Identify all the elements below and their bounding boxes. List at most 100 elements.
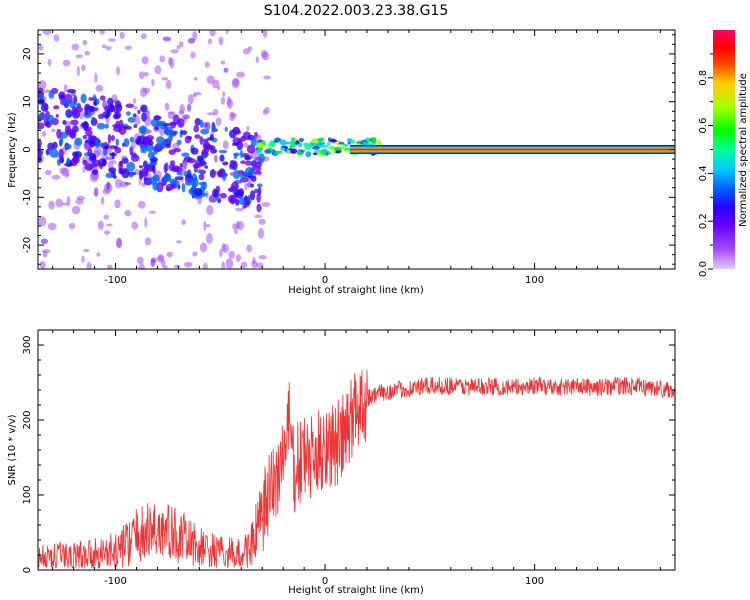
spectrogram-cell (235, 198, 240, 206)
spectrogram-cell (181, 182, 186, 193)
spectrogram-cell (245, 166, 255, 177)
spectrogram-cell (240, 135, 246, 142)
spectrogram-cell (47, 222, 57, 231)
spectrogram-cell (140, 143, 145, 154)
spectrogram-cell (66, 88, 77, 94)
spectrogram-cell (97, 220, 104, 230)
spectrogram-cell (82, 40, 88, 46)
spectrogram-cell (163, 172, 171, 182)
spectrogram-cell (107, 133, 112, 144)
spectrogram-cell (201, 181, 207, 191)
spectrogram-cell (138, 135, 147, 145)
spectrogram-cell (79, 111, 84, 120)
spectrogram-cell (110, 135, 115, 142)
snr-ytick-label: 0 (22, 567, 33, 573)
spectrogram-cell (199, 136, 204, 145)
spectrogram-cell (109, 103, 115, 112)
spectrogram-cell (251, 160, 257, 169)
spectrogram-cell (147, 151, 155, 159)
spectrogram-cell (49, 148, 59, 158)
spectrogram-cell (209, 134, 214, 141)
spectrogram-cell (258, 255, 267, 260)
spectrogram-xtick-label: 0 (322, 275, 328, 286)
colorbar-label: Normalized spectral amplitude (738, 73, 749, 227)
colorbar: 0.0 0.2 0.4 0.6 0.8 Normalized spectral ampl… (698, 30, 749, 277)
spectrogram-cell (61, 202, 69, 206)
snr-panel: -100 0 100 0 100 200 300 Height of straight li… (7, 329, 676, 596)
spectrogram-cell (58, 91, 66, 99)
spectrogram-cell (290, 148, 298, 154)
spectrogram-cell (162, 36, 172, 42)
spectrogram-cell (258, 153, 265, 164)
spectrogram-cell (108, 38, 116, 42)
spectrogram-cell (190, 147, 199, 155)
spectrogram-cell (207, 112, 215, 116)
spectrogram-cell (51, 174, 61, 180)
spectrogram-cell (368, 141, 373, 145)
spectrogram-cell (100, 196, 105, 205)
spectrogram-cell (231, 78, 240, 89)
spectrogram-cell (164, 126, 174, 136)
spectrogram-cell (178, 109, 185, 116)
spectrogram-cell (94, 138, 100, 149)
spectrogram-cell (71, 205, 81, 215)
spectrogram-cell (163, 163, 168, 174)
spectrogram-xtick-label: 100 (525, 275, 544, 286)
spectrogram-cell (53, 105, 60, 110)
spectrogram-cell (219, 192, 227, 199)
spectrogram-cell (85, 129, 93, 137)
spectrogram-cell (165, 183, 174, 191)
spectrogram-cell (132, 98, 137, 104)
spectrogram-cell (236, 71, 245, 78)
spectrogram-cell (192, 251, 198, 257)
spectrogram-cell (144, 217, 148, 228)
spectrogram-cell (145, 143, 154, 152)
spectrogram-cell (250, 175, 257, 182)
spectrogram-cell (174, 176, 184, 181)
spectrogram-cell (136, 256, 144, 265)
spectrogram-cell (106, 223, 113, 227)
spectrogram-cell (192, 163, 202, 169)
spectrogram-cell (246, 244, 252, 253)
carrier-line-band (350, 149, 675, 150)
spectrogram-cell (59, 167, 68, 174)
spectrogram-cell (42, 30, 52, 35)
spectrogram-cell (104, 230, 110, 235)
spectrogram-cell (144, 237, 152, 246)
spectrogram-cell (141, 56, 149, 65)
spectrogram-cell (128, 173, 134, 178)
snr-ytick-label: 300 (22, 335, 33, 354)
spectrogram-cell (166, 251, 173, 258)
spectrogram-cell (59, 137, 64, 145)
spectrogram-cell (53, 34, 60, 42)
spectrogram-cell (41, 131, 47, 137)
spectrogram-cell (235, 254, 241, 262)
spectrogram-cell (156, 136, 165, 144)
spectrogram-cell (140, 104, 148, 113)
spectrogram-cell (176, 240, 182, 244)
spectrogram-cell (209, 169, 216, 178)
spectrogram-cell (231, 181, 239, 191)
spectrogram-cell (140, 127, 146, 134)
spectrogram-cell (62, 99, 72, 105)
spectrogram-cell (66, 157, 70, 166)
spectrogram-cell (186, 158, 196, 164)
spectrogram-cell (58, 148, 64, 159)
spectrogram-cell (138, 165, 144, 169)
spectrogram-cell (240, 261, 248, 269)
spectrogram-cell (52, 141, 58, 149)
snr-xtick-label: 100 (525, 576, 544, 587)
spectrogram-cell (204, 61, 210, 68)
spectrogram-cell (96, 122, 106, 130)
spectrogram-cell (161, 141, 166, 149)
spectrogram-cell (138, 71, 145, 79)
spectrogram-cell (106, 109, 110, 117)
spectrogram-cells (38, 30, 675, 269)
spectrogram-cell (262, 30, 268, 38)
spectrogram-cell (39, 261, 46, 269)
spectrogram-cell (242, 48, 251, 55)
spectrogram-cell (218, 149, 228, 154)
spectrogram-cell (84, 50, 90, 56)
spectrogram-cell (204, 143, 212, 149)
